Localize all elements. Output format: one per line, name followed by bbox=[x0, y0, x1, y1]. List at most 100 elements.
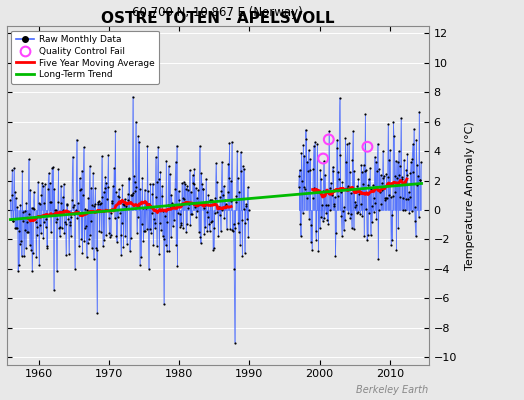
Point bbox=[146, 226, 154, 232]
Point bbox=[346, 190, 355, 196]
Point bbox=[317, 214, 325, 220]
Point bbox=[7, 215, 15, 222]
Point bbox=[315, 189, 323, 196]
Point bbox=[99, 243, 107, 249]
Point bbox=[326, 206, 334, 213]
Point bbox=[241, 220, 249, 227]
Point bbox=[82, 223, 90, 230]
Point bbox=[112, 232, 121, 239]
Point bbox=[204, 214, 212, 220]
Point bbox=[401, 179, 409, 186]
Point bbox=[177, 222, 185, 229]
Point bbox=[117, 220, 126, 227]
Point bbox=[120, 202, 128, 208]
Point bbox=[334, 193, 342, 199]
Point bbox=[241, 250, 249, 256]
Point bbox=[311, 139, 319, 145]
Point bbox=[240, 166, 248, 172]
Point bbox=[370, 154, 379, 160]
Point bbox=[395, 148, 403, 154]
Point bbox=[362, 206, 370, 212]
Point bbox=[334, 168, 343, 175]
Point bbox=[107, 198, 116, 204]
Point bbox=[214, 233, 223, 240]
Point bbox=[321, 202, 330, 208]
Point bbox=[361, 111, 369, 118]
Point bbox=[377, 180, 386, 186]
Point bbox=[202, 208, 211, 215]
Point bbox=[239, 163, 247, 169]
Point bbox=[335, 95, 344, 101]
Point bbox=[411, 217, 419, 224]
Point bbox=[73, 200, 82, 206]
Point bbox=[81, 206, 90, 212]
Point bbox=[27, 246, 35, 253]
Point bbox=[84, 194, 93, 201]
Point bbox=[176, 211, 184, 218]
Point bbox=[216, 228, 225, 234]
Point bbox=[399, 195, 407, 201]
Point bbox=[104, 152, 113, 158]
Point bbox=[140, 186, 149, 193]
Point bbox=[314, 188, 322, 194]
Point bbox=[309, 166, 318, 172]
Point bbox=[134, 133, 143, 140]
Point bbox=[336, 152, 344, 159]
Point bbox=[373, 168, 381, 174]
Point bbox=[307, 239, 315, 245]
Point bbox=[400, 206, 409, 213]
Point bbox=[63, 209, 72, 215]
Point bbox=[185, 167, 194, 174]
Point bbox=[401, 195, 410, 202]
Point bbox=[411, 233, 420, 240]
Point bbox=[56, 233, 64, 240]
Point bbox=[237, 216, 246, 223]
Point bbox=[77, 185, 85, 192]
Point bbox=[391, 158, 400, 164]
Point bbox=[25, 156, 33, 162]
Point bbox=[388, 237, 397, 244]
Point bbox=[299, 142, 308, 148]
Point bbox=[319, 218, 327, 224]
Point bbox=[210, 245, 218, 252]
Point bbox=[413, 161, 421, 168]
Point bbox=[90, 256, 98, 262]
Point bbox=[414, 172, 422, 179]
Point bbox=[298, 178, 306, 184]
Point bbox=[332, 145, 341, 152]
Point bbox=[115, 186, 123, 193]
Point bbox=[196, 234, 204, 240]
Point bbox=[190, 180, 198, 187]
Point bbox=[327, 189, 335, 196]
Point bbox=[402, 167, 410, 174]
Point bbox=[38, 183, 47, 189]
Point bbox=[384, 174, 392, 180]
Point bbox=[230, 266, 238, 272]
Point bbox=[391, 188, 399, 195]
Point bbox=[55, 225, 63, 231]
Point bbox=[37, 230, 45, 236]
Point bbox=[215, 204, 223, 210]
Point bbox=[362, 167, 370, 173]
Point bbox=[301, 185, 309, 192]
Point bbox=[181, 186, 190, 193]
Point bbox=[380, 195, 389, 201]
Point bbox=[36, 201, 44, 207]
Text: 60.700 N, 10.867 E (Norway): 60.700 N, 10.867 E (Norway) bbox=[133, 6, 303, 19]
Point bbox=[405, 189, 413, 196]
Point bbox=[93, 199, 102, 206]
Point bbox=[195, 228, 203, 235]
Point bbox=[225, 140, 234, 146]
Point bbox=[328, 192, 336, 199]
Point bbox=[46, 180, 54, 187]
Point bbox=[197, 170, 205, 176]
Point bbox=[389, 192, 397, 199]
Point bbox=[167, 234, 175, 241]
Point bbox=[27, 204, 36, 211]
Point bbox=[199, 186, 207, 192]
Point bbox=[83, 240, 92, 246]
Point bbox=[128, 192, 136, 198]
Point bbox=[136, 262, 144, 268]
Point bbox=[141, 200, 150, 206]
Point bbox=[155, 250, 163, 257]
